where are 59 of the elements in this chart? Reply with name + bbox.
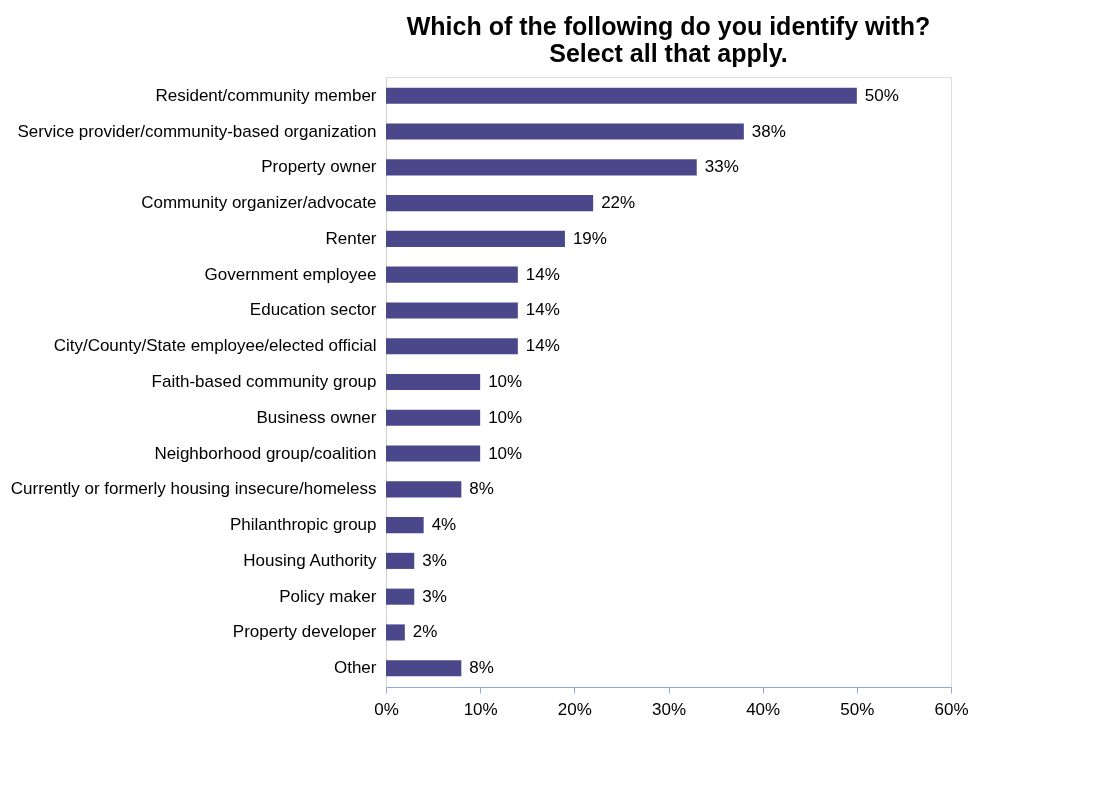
y-tick-label: Resident/community member bbox=[155, 85, 377, 105]
y-tick-label: Housing Authority bbox=[243, 550, 377, 570]
data-label: 8% bbox=[469, 479, 494, 499]
bar bbox=[386, 159, 697, 176]
bar bbox=[386, 445, 481, 462]
chart-title: Which of the following do you identify with? Select all that apply. bbox=[406, 12, 931, 67]
x-tick-label: 20% bbox=[557, 699, 592, 719]
y-tick-label: Policy maker bbox=[279, 586, 377, 606]
bar bbox=[386, 302, 518, 319]
bar bbox=[386, 123, 744, 140]
y-tick-label: Education sector bbox=[249, 300, 377, 320]
bar bbox=[386, 409, 481, 426]
bar bbox=[386, 338, 518, 355]
data-label: 14% bbox=[525, 300, 560, 320]
y-tick-label: Property developer bbox=[232, 622, 377, 642]
y-tick-label: Service provider/community-based organization bbox=[17, 121, 377, 141]
data-label: 8% bbox=[469, 658, 494, 678]
data-label: 14% bbox=[525, 336, 560, 356]
y-tick-label: Currently or formerly housing insecure/homeless bbox=[10, 479, 377, 499]
y-tick-label: City/County/State employee/elected official bbox=[53, 336, 377, 356]
y-tick-label: Faith-based community group bbox=[151, 372, 377, 391]
y-tick-label: Philanthropic group bbox=[230, 515, 377, 535]
bar bbox=[386, 517, 424, 534]
data-label: 33% bbox=[704, 157, 739, 177]
y-tick-label: Government employee bbox=[204, 264, 377, 284]
bar bbox=[386, 195, 594, 212]
data-label: 38% bbox=[751, 121, 786, 141]
bar bbox=[386, 481, 462, 498]
bar bbox=[386, 87, 857, 104]
x-tick-label: 30% bbox=[651, 699, 687, 719]
x-tick-label: 10% bbox=[463, 699, 498, 719]
x-tick-label: 60% bbox=[934, 699, 969, 719]
y-tick-label: Other bbox=[333, 658, 377, 678]
x-tick-label: 40% bbox=[746, 699, 781, 719]
y-tick-label: Business owner bbox=[256, 407, 377, 427]
data-label: 22% bbox=[601, 193, 636, 213]
data-label: 10% bbox=[488, 443, 523, 463]
x-tick-label: 50% bbox=[840, 699, 875, 719]
data-label: 10% bbox=[488, 372, 523, 391]
data-label: 4% bbox=[431, 515, 457, 535]
bar bbox=[386, 588, 415, 605]
bar bbox=[386, 552, 415, 569]
data-label: 3% bbox=[422, 586, 447, 606]
data-label: 3% bbox=[422, 550, 447, 570]
data-label: 10% bbox=[488, 407, 523, 427]
x-tick-label: 0% bbox=[374, 699, 399, 719]
data-label: 19% bbox=[572, 228, 607, 248]
bar bbox=[386, 660, 462, 677]
bar bbox=[386, 624, 405, 641]
data-label: 2% bbox=[412, 622, 438, 642]
data-label: 14% bbox=[525, 264, 560, 284]
bar bbox=[386, 373, 481, 391]
data-label: 50% bbox=[864, 85, 899, 105]
y-tick-label: Neighborhood group/coalition bbox=[154, 443, 377, 463]
y-tick-label: Community organizer/advocate bbox=[141, 193, 377, 213]
bar bbox=[386, 266, 518, 283]
y-tick-label: Renter bbox=[325, 228, 377, 248]
y-tick-label: Property owner bbox=[261, 157, 377, 177]
bar bbox=[386, 230, 565, 247]
